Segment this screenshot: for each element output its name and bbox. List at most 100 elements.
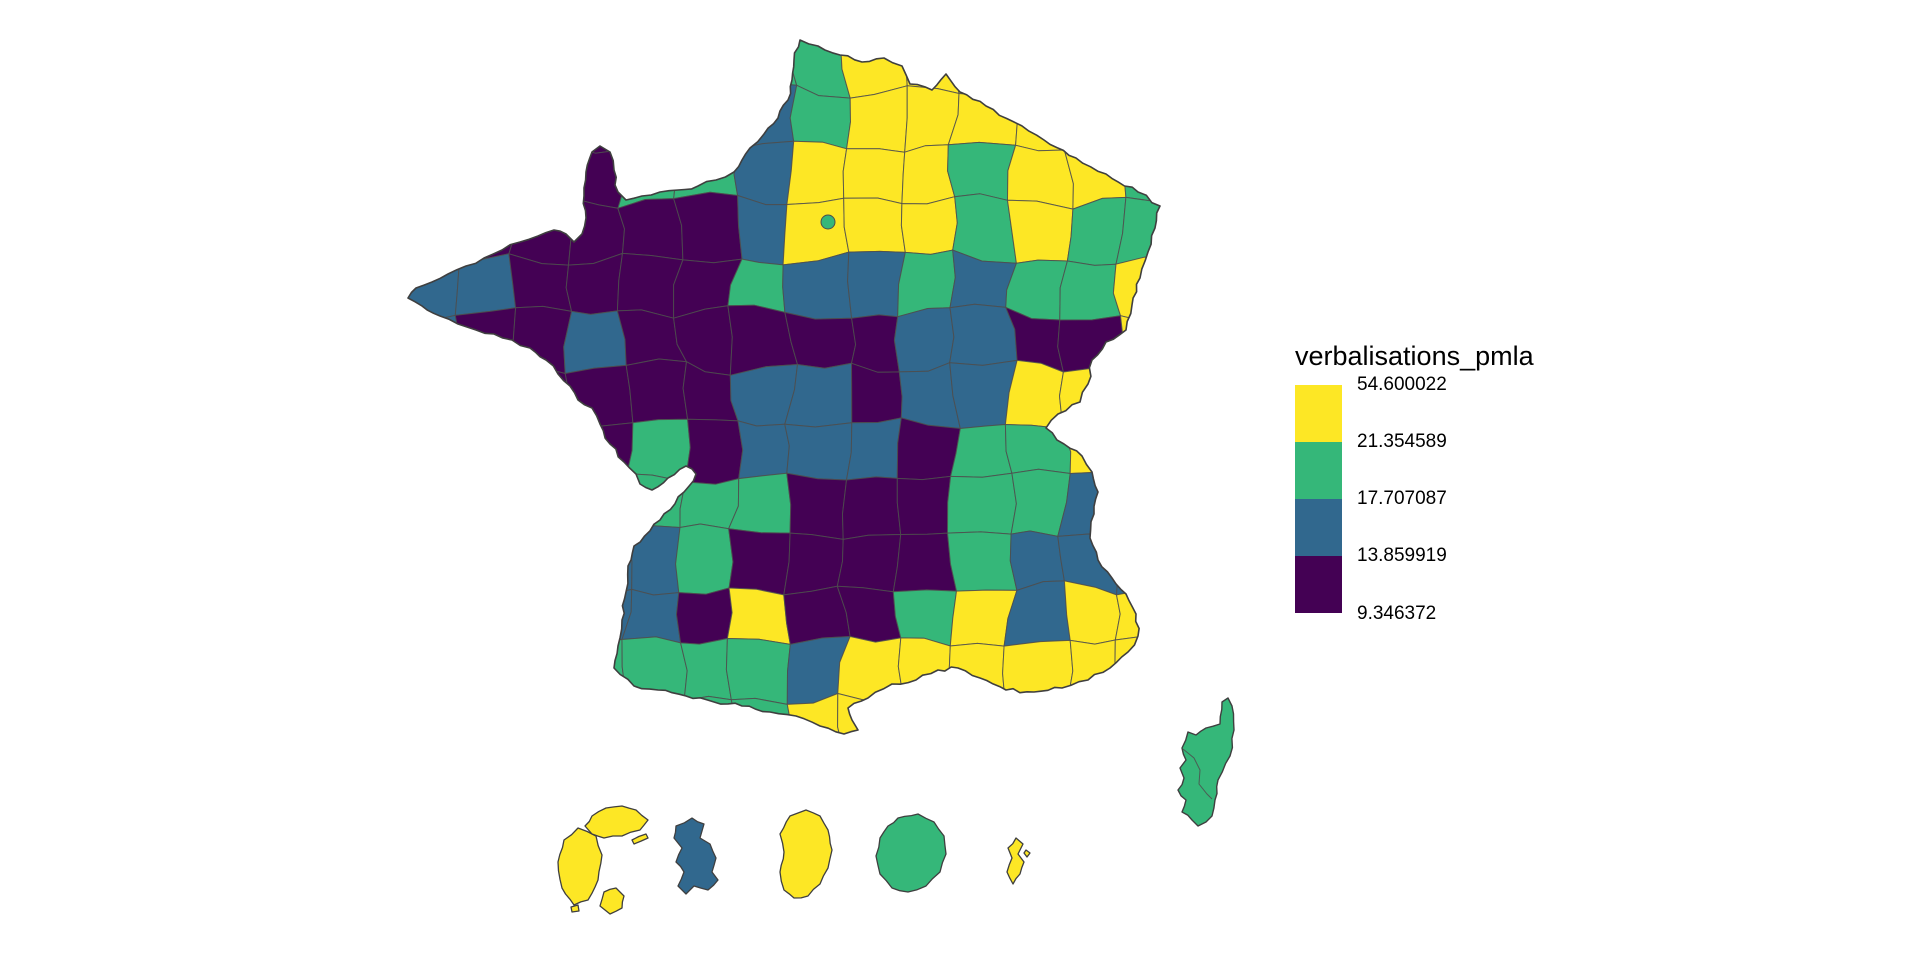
departement-cell bbox=[1011, 40, 1063, 98]
departement-cell bbox=[457, 529, 517, 595]
legend-key bbox=[1295, 385, 1342, 442]
departement-cell bbox=[837, 636, 905, 705]
corsica bbox=[1177, 697, 1235, 827]
legend-label-column: 54.600022 21.354589 17.707087 13.859919 … bbox=[1357, 374, 1547, 624]
departement-cell bbox=[735, 40, 798, 92]
departement-cell bbox=[1058, 40, 1128, 98]
departement-cell bbox=[514, 141, 575, 199]
departement-cell bbox=[1120, 315, 1160, 366]
departement-cell bbox=[836, 534, 902, 593]
departement-cell bbox=[897, 249, 956, 318]
departement-cell bbox=[783, 532, 844, 596]
france-outline bbox=[407, 39, 1161, 735]
departement-cell bbox=[506, 692, 572, 734]
legend-tick-label: 21.354589 bbox=[1357, 431, 1447, 452]
departement-cell bbox=[948, 693, 1008, 734]
departement-cell bbox=[519, 40, 579, 101]
departement-cell bbox=[1007, 144, 1074, 210]
departement-cell bbox=[851, 362, 903, 424]
departement-cell bbox=[459, 363, 518, 430]
departement-cell bbox=[684, 418, 744, 485]
departement-cell bbox=[1116, 360, 1160, 428]
departement-cell bbox=[463, 421, 518, 486]
legend-tick-label: 54.600022 bbox=[1357, 374, 1447, 395]
departement-cell bbox=[947, 531, 1018, 592]
paris-departement-dot bbox=[820, 214, 836, 230]
departement-cell bbox=[950, 424, 1013, 478]
departement-cell bbox=[847, 250, 906, 319]
departement-cell bbox=[842, 148, 906, 205]
guadeloupe-inset bbox=[599, 887, 625, 915]
departement-cell bbox=[1118, 40, 1160, 93]
departement-cell bbox=[408, 91, 461, 155]
departement-cell bbox=[901, 144, 956, 205]
departement-cell bbox=[947, 472, 1017, 535]
departement-cell bbox=[679, 40, 744, 95]
guadeloupe-inset bbox=[631, 833, 649, 845]
departement-cell bbox=[408, 363, 467, 430]
departement-cell bbox=[408, 581, 464, 646]
legend-title: verbalisations_pmla bbox=[1295, 341, 1534, 371]
departement-cell bbox=[842, 476, 902, 540]
departement-cell bbox=[680, 90, 746, 150]
departement-cell bbox=[683, 695, 743, 734]
departement-cell bbox=[512, 580, 578, 644]
departement-cell bbox=[571, 99, 630, 154]
departement-cell bbox=[1001, 693, 1070, 734]
departement-cell bbox=[1004, 359, 1064, 430]
guadeloupe-inset bbox=[570, 904, 580, 913]
legend-key bbox=[1295, 499, 1342, 556]
departement-cell bbox=[737, 195, 788, 266]
martinique-inset bbox=[673, 817, 719, 895]
departement-cell bbox=[458, 482, 517, 537]
departement-cell bbox=[837, 693, 905, 734]
departement-cell bbox=[457, 641, 520, 697]
departement-cell bbox=[1059, 90, 1131, 151]
departement-cell bbox=[513, 367, 572, 431]
departement-cell bbox=[786, 693, 846, 734]
departement-cell bbox=[736, 82, 798, 150]
departement-cell bbox=[948, 642, 1005, 704]
legend-tick-label: 9.346372 bbox=[1357, 603, 1437, 624]
departement-cell bbox=[1007, 199, 1074, 264]
legend-key bbox=[1295, 442, 1342, 499]
departement-cell bbox=[626, 418, 691, 483]
departement-cell bbox=[625, 358, 689, 424]
departement-cell bbox=[673, 191, 743, 264]
legend-key bbox=[1295, 556, 1342, 613]
departement-cell bbox=[892, 532, 957, 593]
departement-cell bbox=[408, 149, 461, 207]
departement-cell bbox=[454, 253, 517, 316]
departement-cell bbox=[843, 197, 906, 253]
departement-cell bbox=[512, 305, 573, 374]
departement-cell bbox=[846, 417, 902, 481]
departement-cell bbox=[675, 523, 734, 595]
departement-cell bbox=[408, 414, 469, 484]
departement-cell bbox=[564, 473, 628, 533]
corsica-inner-border bbox=[1182, 748, 1213, 800]
departement-cell bbox=[896, 417, 961, 481]
departement-cell bbox=[851, 314, 900, 373]
guadeloupe-inset bbox=[557, 827, 603, 906]
departement-cell bbox=[617, 198, 684, 261]
departement-cell bbox=[457, 580, 517, 647]
departement-cell bbox=[676, 587, 733, 645]
departement-cell bbox=[1123, 141, 1160, 202]
guyane-inset bbox=[779, 809, 833, 899]
departement-cell bbox=[621, 636, 688, 703]
departement-cell bbox=[728, 528, 791, 596]
departement-cell bbox=[408, 200, 460, 265]
legend-tick-label: 17.707087 bbox=[1357, 488, 1447, 509]
departement-cell bbox=[408, 40, 459, 98]
departement-cell bbox=[513, 424, 577, 485]
departement-cell bbox=[1115, 196, 1160, 265]
departement-cell bbox=[514, 99, 576, 148]
departement-cell bbox=[567, 422, 634, 485]
departement-cell bbox=[786, 472, 847, 540]
departement-cell bbox=[561, 695, 628, 734]
legend-body: 54.600022 21.354589 17.707087 13.859919 … bbox=[1295, 374, 1555, 624]
departement-cell bbox=[673, 144, 739, 200]
departement-cell bbox=[512, 529, 578, 596]
departement-cell bbox=[408, 535, 461, 595]
